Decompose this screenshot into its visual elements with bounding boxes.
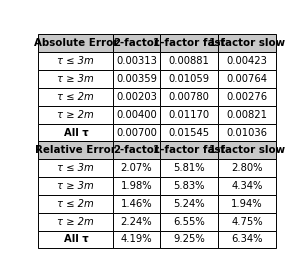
Text: 1-factor slow: 1-factor slow [209, 145, 285, 155]
Text: 5.81%: 5.81% [173, 163, 205, 173]
Text: 6.55%: 6.55% [173, 217, 205, 227]
Bar [218, 159, 276, 177]
Bar [38, 177, 113, 195]
Text: Relative Error: Relative Error [35, 145, 116, 155]
Text: τ ≥ 2m: τ ≥ 2m [57, 110, 94, 120]
Text: 6.34%: 6.34% [231, 234, 263, 244]
Bar [113, 159, 160, 177]
Text: 0.01059: 0.01059 [168, 74, 209, 84]
Bar [218, 34, 276, 52]
Text: 0.00400: 0.00400 [116, 110, 157, 120]
Bar [113, 124, 160, 142]
Bar [113, 213, 160, 230]
Text: 5.83%: 5.83% [173, 181, 204, 191]
Bar [218, 195, 276, 213]
Text: 0.00276: 0.00276 [227, 92, 268, 102]
Text: 0.00780: 0.00780 [169, 92, 209, 102]
Text: 2-factor: 2-factor [114, 38, 160, 48]
Bar [38, 70, 113, 88]
Text: 2.80%: 2.80% [231, 163, 263, 173]
Text: 9.25%: 9.25% [173, 234, 205, 244]
Text: 2.07%: 2.07% [121, 163, 152, 173]
Text: 0.00359: 0.00359 [116, 74, 157, 84]
Bar [160, 142, 218, 159]
Text: 2-factor: 2-factor [114, 145, 160, 155]
Text: τ ≤ 2m: τ ≤ 2m [57, 92, 94, 102]
Text: 1-factor slow: 1-factor slow [209, 38, 285, 48]
Bar [113, 195, 160, 213]
Text: 2.24%: 2.24% [121, 217, 152, 227]
Bar [160, 88, 218, 106]
Text: 1.46%: 1.46% [121, 199, 152, 209]
Bar [113, 88, 160, 106]
Bar [218, 142, 276, 159]
Text: 0.00764: 0.00764 [227, 74, 268, 84]
Text: All τ: All τ [64, 128, 88, 138]
Bar [218, 106, 276, 124]
Text: τ ≤ 3m: τ ≤ 3m [57, 56, 94, 66]
Bar [218, 124, 276, 142]
Bar [218, 213, 276, 230]
Bar [38, 230, 113, 249]
Text: τ ≥ 3m: τ ≥ 3m [57, 181, 94, 191]
Text: 0.01545: 0.01545 [168, 128, 209, 138]
Bar [113, 230, 160, 249]
Text: All τ: All τ [64, 234, 88, 244]
Bar [113, 34, 160, 52]
Text: 4.34%: 4.34% [231, 181, 263, 191]
Bar [38, 195, 113, 213]
Bar [38, 52, 113, 70]
Text: 0.01170: 0.01170 [168, 110, 209, 120]
Bar [38, 34, 113, 52]
Text: τ ≤ 2m: τ ≤ 2m [57, 199, 94, 209]
Text: 0.00881: 0.00881 [169, 56, 209, 66]
Bar [38, 159, 113, 177]
Bar [160, 195, 218, 213]
Bar [218, 88, 276, 106]
Text: 1.94%: 1.94% [231, 199, 263, 209]
Text: 0.00203: 0.00203 [116, 92, 157, 102]
Text: Absolute Error: Absolute Error [34, 38, 118, 48]
Bar [113, 52, 160, 70]
Bar [160, 70, 218, 88]
Text: 0.00700: 0.00700 [116, 128, 157, 138]
Bar [160, 213, 218, 230]
Text: 4.75%: 4.75% [231, 217, 263, 227]
Bar [113, 142, 160, 159]
Bar [38, 213, 113, 230]
Text: 0.01036: 0.01036 [227, 128, 268, 138]
Bar [218, 230, 276, 249]
Text: 1-factor fast: 1-factor fast [153, 145, 225, 155]
Text: 5.24%: 5.24% [173, 199, 205, 209]
Text: 1-factor fast: 1-factor fast [153, 38, 225, 48]
Text: 0.00313: 0.00313 [116, 56, 157, 66]
Text: 1.98%: 1.98% [121, 181, 152, 191]
Bar [160, 124, 218, 142]
Bar [113, 70, 160, 88]
Bar [218, 70, 276, 88]
Text: τ ≥ 3m: τ ≥ 3m [57, 74, 94, 84]
Text: τ ≥ 2m: τ ≥ 2m [57, 217, 94, 227]
Bar [113, 177, 160, 195]
Bar [38, 88, 113, 106]
Bar [160, 34, 218, 52]
Bar [160, 177, 218, 195]
Bar [160, 106, 218, 124]
Bar [218, 52, 276, 70]
Bar [160, 52, 218, 70]
Bar [160, 230, 218, 249]
Bar [160, 159, 218, 177]
Bar [38, 106, 113, 124]
Text: 4.19%: 4.19% [121, 234, 152, 244]
Text: 0.00821: 0.00821 [227, 110, 268, 120]
Bar [218, 177, 276, 195]
Bar [38, 142, 113, 159]
Bar [113, 106, 160, 124]
Bar [38, 124, 113, 142]
Text: 0.00423: 0.00423 [227, 56, 268, 66]
Text: τ ≤ 3m: τ ≤ 3m [57, 163, 94, 173]
